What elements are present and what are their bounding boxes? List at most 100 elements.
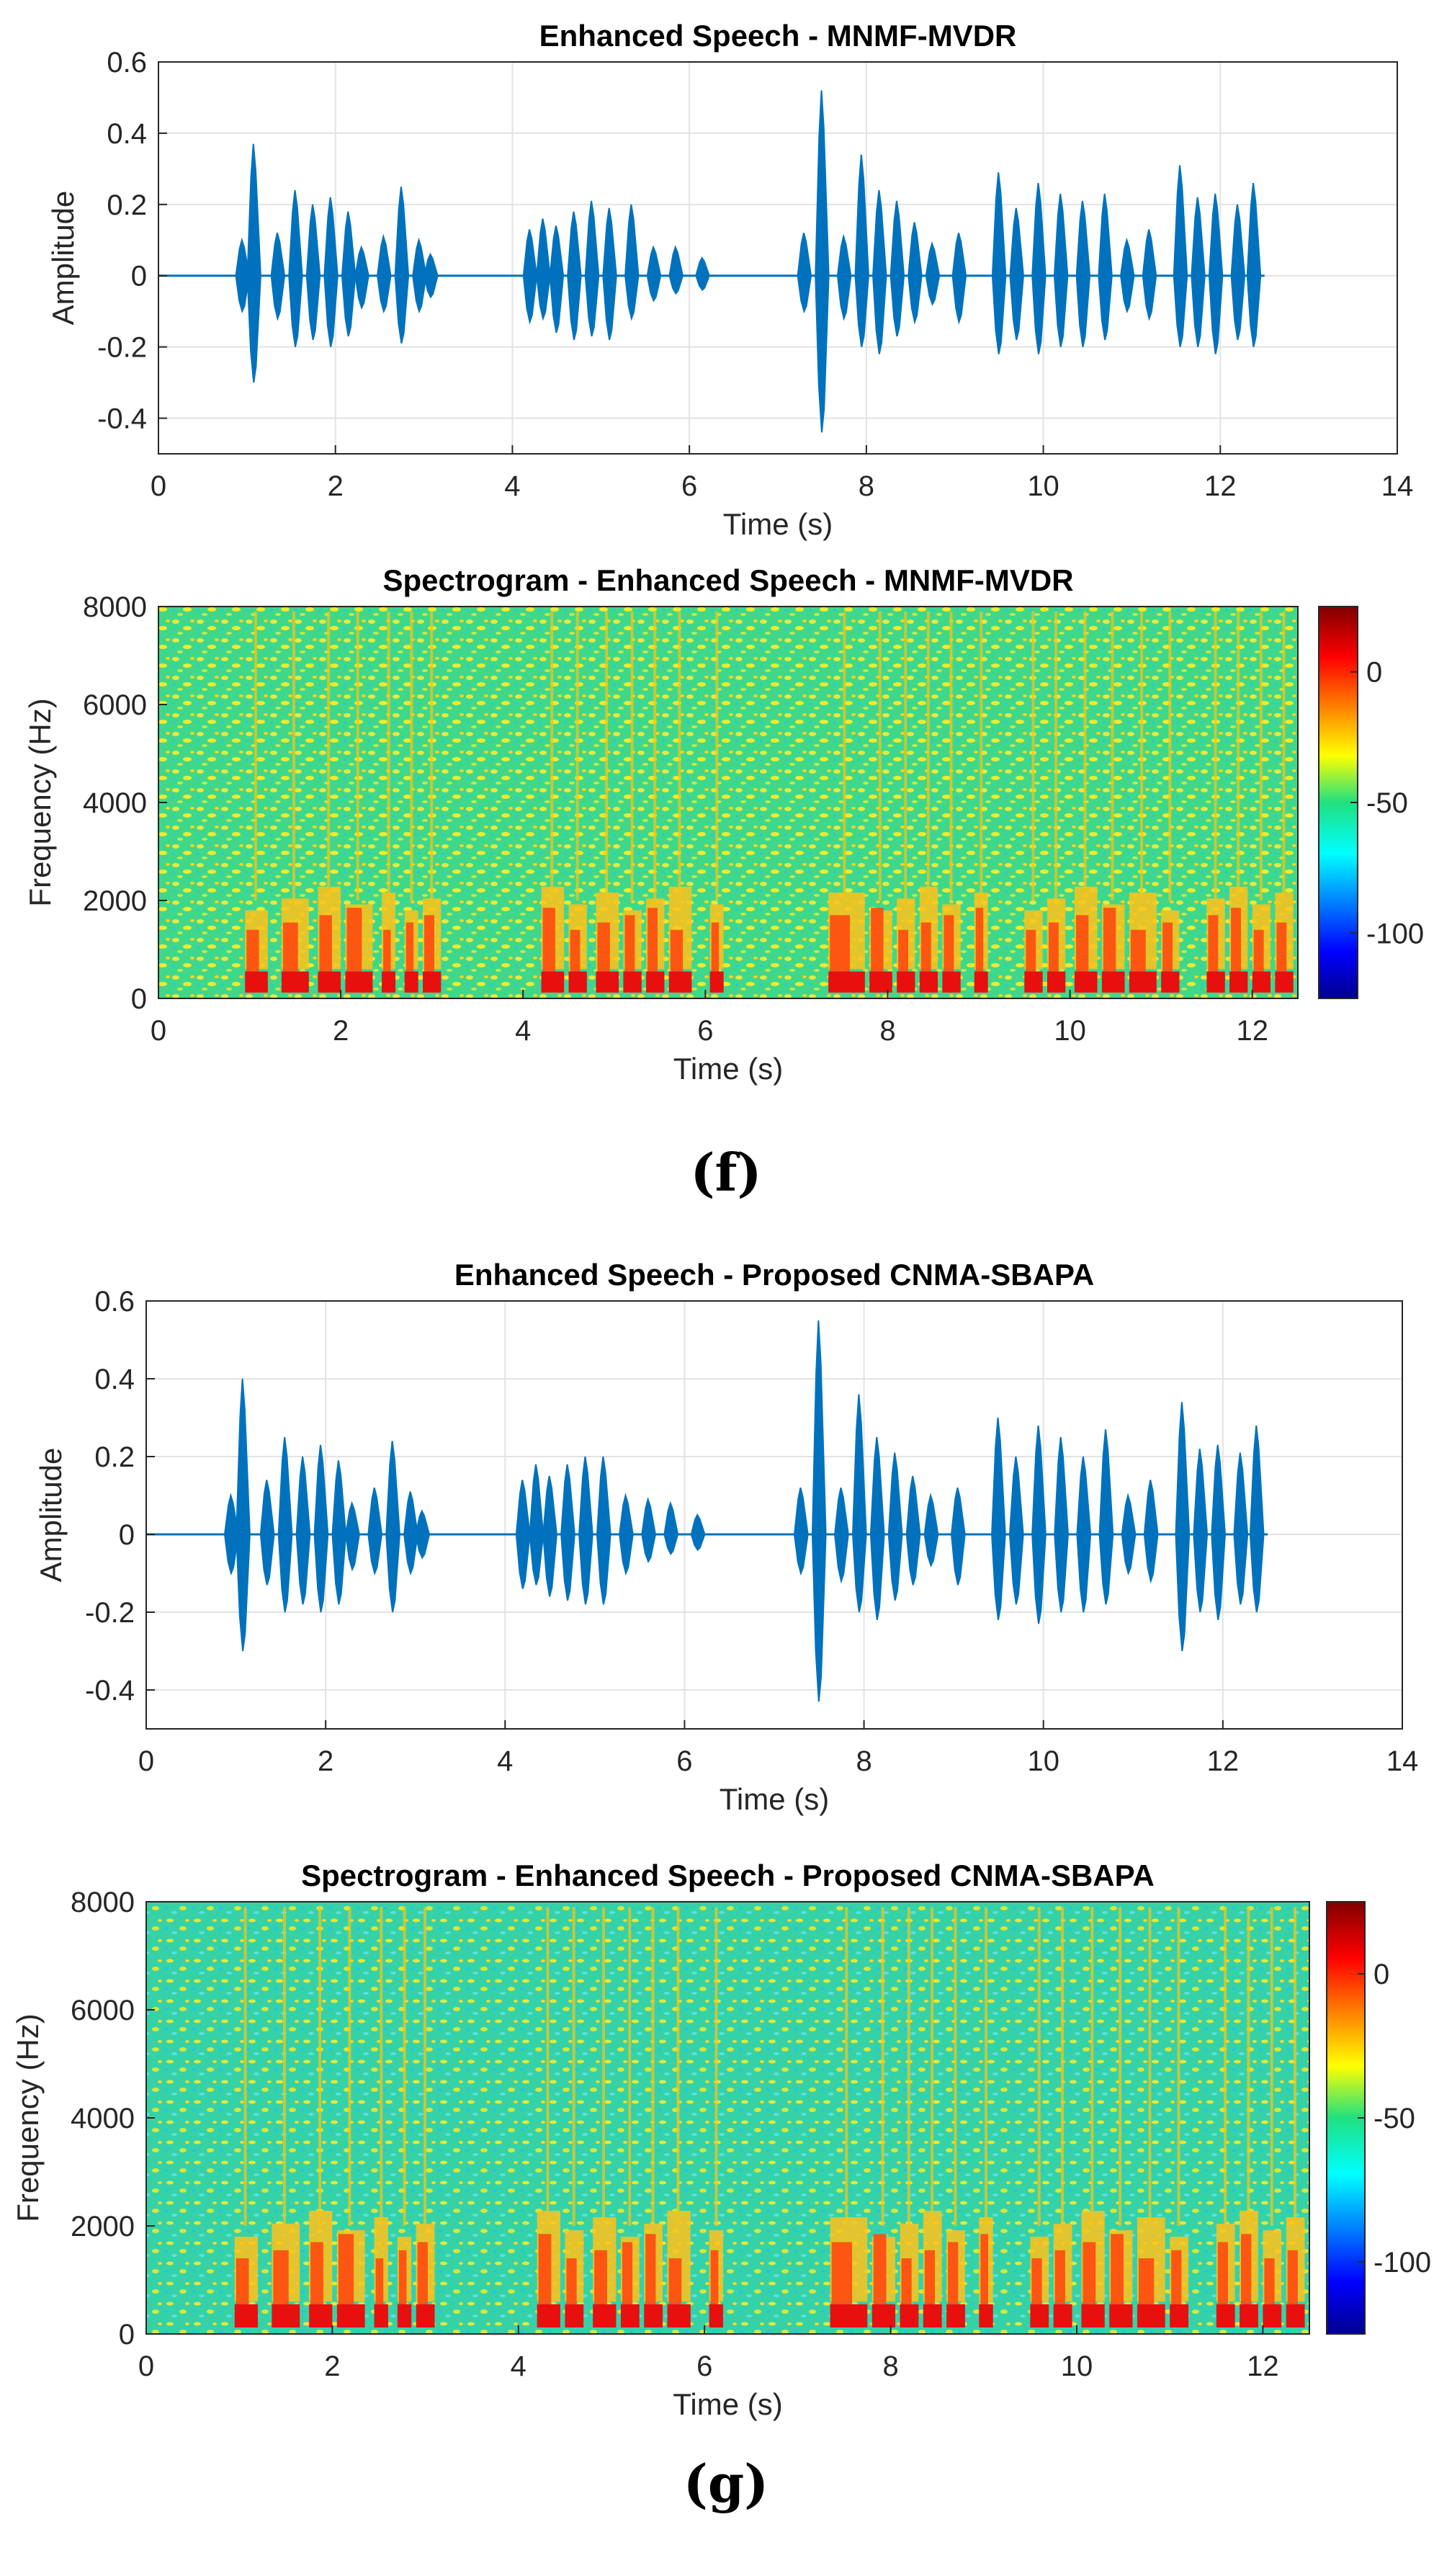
y-tick-label: 2000 bbox=[83, 885, 147, 917]
waveform-burst bbox=[354, 245, 369, 310]
waveform-burst bbox=[1121, 1493, 1137, 1576]
y-tick-label: 4000 bbox=[71, 2103, 135, 2134]
harmonic-streak bbox=[845, 1907, 848, 2226]
waveform-burst bbox=[246, 143, 261, 383]
formant-band bbox=[901, 2258, 912, 2307]
formant-band bbox=[1264, 2258, 1275, 2307]
x-tick-label: 4 bbox=[515, 1015, 531, 1047]
formant-band bbox=[1083, 2242, 1096, 2307]
low-frequency-energy bbox=[1263, 2304, 1282, 2327]
x-tick-label: 14 bbox=[1386, 1745, 1419, 1777]
low-frequency-energy bbox=[1286, 2304, 1305, 2327]
formant-band bbox=[273, 2250, 289, 2307]
harmonic-streak bbox=[1294, 1907, 1297, 2226]
harmonic-streak bbox=[605, 611, 609, 900]
low-frequency-energy bbox=[709, 2304, 724, 2327]
waveform-burst bbox=[872, 189, 887, 354]
waveform-burst bbox=[394, 186, 410, 344]
x-axis-label: Time (s) bbox=[723, 507, 833, 541]
x-axis-label: Time (s) bbox=[720, 1782, 829, 1816]
low-frequency-energy bbox=[942, 971, 961, 993]
low-frequency-energy bbox=[1109, 2304, 1133, 2327]
waveform-burst bbox=[1120, 237, 1135, 314]
waveform-burst bbox=[584, 200, 600, 337]
low-frequency-energy bbox=[309, 2304, 333, 2327]
low-frequency-energy bbox=[974, 971, 988, 993]
waveform-burst bbox=[908, 222, 923, 325]
harmonic-streak bbox=[327, 611, 331, 900]
low-frequency-energy bbox=[404, 971, 418, 993]
low-frequency-energy bbox=[397, 2304, 412, 2327]
y-tick-label: 0.6 bbox=[94, 1286, 135, 1318]
waveform-burst bbox=[619, 1493, 634, 1576]
low-frequency-energy bbox=[644, 2304, 663, 2327]
formant-band bbox=[1111, 2234, 1124, 2307]
low-frequency-energy bbox=[1229, 971, 1248, 993]
x-tick-label: 0 bbox=[151, 1015, 166, 1047]
x-axis-label: Time (s) bbox=[673, 2387, 782, 2421]
waveform-burst bbox=[1246, 183, 1262, 347]
formant-band bbox=[1130, 929, 1146, 974]
waveform-burst bbox=[1098, 193, 1113, 340]
waveform-burst bbox=[1009, 207, 1024, 340]
formant-band bbox=[1208, 915, 1219, 974]
colorbar-tick-label: 0 bbox=[1373, 1959, 1389, 1990]
harmonic-streak bbox=[356, 611, 359, 900]
formant-band bbox=[424, 915, 434, 974]
x-tick-label: 2 bbox=[324, 2351, 340, 2382]
waveform-burst bbox=[646, 245, 662, 303]
harmonic-streak bbox=[715, 611, 719, 900]
harmonic-streak bbox=[954, 1907, 957, 2226]
formant-band bbox=[871, 908, 884, 974]
low-frequency-energy bbox=[623, 971, 642, 993]
waveform-burst bbox=[641, 1496, 656, 1564]
y-tick-label: 0 bbox=[119, 2319, 135, 2351]
harmonic-streak bbox=[348, 1907, 351, 2226]
waveform-burst bbox=[690, 1513, 706, 1552]
harmonic-streak bbox=[630, 611, 634, 900]
waveform-burst bbox=[1233, 1452, 1249, 1605]
y-tick-label: 8000 bbox=[71, 1887, 135, 1918]
harmonic-streak bbox=[714, 1907, 718, 2226]
waveform-burst bbox=[1143, 1480, 1159, 1584]
waveform-burst bbox=[889, 200, 905, 337]
waveform-burst bbox=[854, 154, 869, 347]
low-frequency-energy bbox=[869, 971, 892, 993]
low-frequency-energy bbox=[596, 971, 619, 993]
low-frequency-energy bbox=[234, 2304, 259, 2327]
formant-band bbox=[236, 2258, 249, 2307]
waveform-burst bbox=[270, 233, 286, 321]
waveform-burst bbox=[923, 1493, 939, 1567]
harmonic-streak bbox=[410, 611, 413, 900]
y-tick-label: 0.6 bbox=[107, 47, 147, 79]
harmonic-streak bbox=[403, 1907, 406, 2226]
harmonic-streak bbox=[1119, 1907, 1122, 2226]
y-tick-label: -0.4 bbox=[97, 403, 147, 435]
formant-band bbox=[1048, 922, 1059, 974]
harmonic-streak bbox=[985, 1907, 988, 2226]
low-frequency-energy bbox=[919, 971, 938, 993]
axes-box bbox=[158, 61, 1398, 455]
waveform-burst bbox=[663, 1501, 679, 1555]
low-frequency-energy bbox=[1240, 2304, 1258, 2327]
waveform-burst bbox=[323, 197, 339, 347]
harmonic-streak bbox=[1140, 611, 1144, 900]
chart-title: Enhanced Speech - MNMF-MVDR bbox=[539, 19, 1017, 53]
formant-band bbox=[1103, 908, 1116, 974]
harmonic-streak bbox=[424, 1907, 427, 2226]
low-frequency-energy bbox=[897, 971, 915, 993]
formant-band bbox=[830, 915, 851, 974]
harmonic-streak bbox=[949, 611, 953, 900]
waveform-burst bbox=[305, 204, 321, 340]
y-tick-label: 0 bbox=[119, 1519, 135, 1551]
colorbar-tick-label: -50 bbox=[1366, 787, 1408, 819]
harmonic-streak bbox=[1083, 611, 1087, 900]
y-tick-label: 6000 bbox=[71, 1995, 135, 2026]
x-tick-label: 12 bbox=[1204, 470, 1237, 502]
x-tick-label: 2 bbox=[333, 1015, 349, 1047]
formant-band bbox=[670, 929, 684, 974]
y-axis-label: Frequency (Hz) bbox=[11, 2013, 45, 2222]
waveform-burst bbox=[905, 1475, 921, 1586]
colorbar-tick-label: 0 bbox=[1366, 657, 1382, 689]
